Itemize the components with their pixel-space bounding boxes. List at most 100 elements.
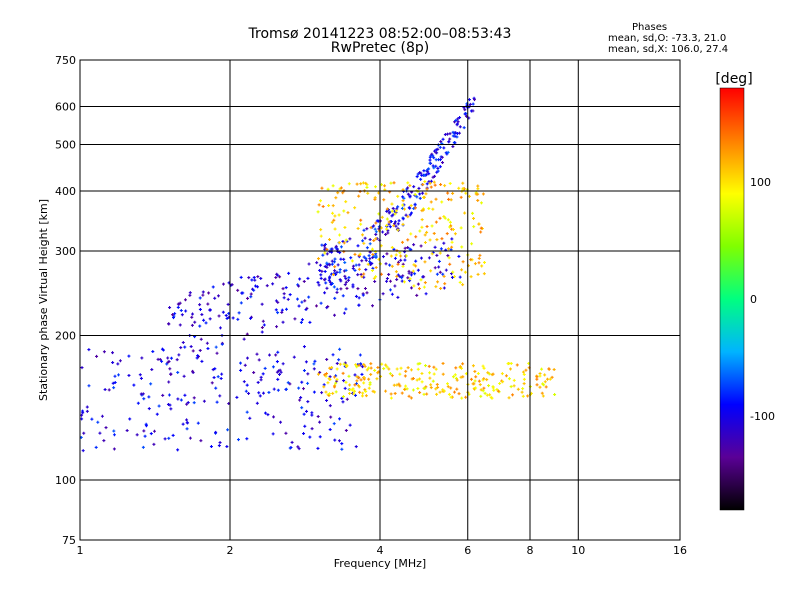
data-point bbox=[167, 393, 171, 397]
data-point bbox=[412, 207, 416, 211]
data-point bbox=[169, 372, 173, 376]
data-point bbox=[364, 181, 368, 185]
data-point bbox=[337, 213, 341, 217]
data-point bbox=[365, 368, 369, 372]
data-point bbox=[412, 243, 416, 247]
data-point bbox=[483, 391, 487, 395]
data-point bbox=[226, 302, 230, 306]
data-point bbox=[357, 267, 361, 271]
data-point bbox=[257, 358, 261, 362]
data-point bbox=[469, 258, 473, 262]
data-point bbox=[359, 362, 363, 366]
data-point bbox=[398, 372, 402, 376]
plot-frame bbox=[79, 59, 681, 541]
data-point bbox=[390, 264, 394, 268]
data-point bbox=[450, 245, 454, 249]
data-point bbox=[341, 371, 345, 375]
data-point bbox=[369, 362, 373, 366]
data-point bbox=[435, 392, 439, 396]
data-point bbox=[392, 383, 396, 387]
data-point bbox=[385, 217, 389, 221]
data-point bbox=[324, 281, 328, 285]
data-point bbox=[431, 154, 435, 158]
data-point bbox=[479, 388, 483, 392]
data-point bbox=[343, 283, 347, 287]
data-point bbox=[160, 347, 164, 351]
data-point bbox=[543, 373, 547, 377]
data-point bbox=[393, 256, 397, 260]
data-point bbox=[437, 259, 441, 263]
data-point bbox=[176, 448, 180, 452]
data-point bbox=[302, 369, 306, 373]
data-point bbox=[180, 313, 184, 317]
data-point bbox=[368, 381, 372, 385]
data-point bbox=[341, 400, 345, 404]
data-point bbox=[402, 196, 406, 200]
data-point bbox=[256, 275, 260, 279]
data-point bbox=[358, 390, 362, 394]
data-point bbox=[430, 252, 434, 256]
data-point bbox=[327, 204, 331, 208]
data-point bbox=[451, 145, 455, 149]
data-point bbox=[458, 280, 462, 284]
data-point bbox=[418, 192, 422, 196]
data-point bbox=[401, 264, 405, 268]
data-point bbox=[201, 290, 205, 294]
data-point bbox=[176, 370, 180, 374]
data-point bbox=[393, 284, 397, 288]
data-point bbox=[338, 417, 342, 421]
data-point bbox=[403, 207, 407, 211]
data-point bbox=[276, 388, 280, 392]
data-point bbox=[323, 246, 327, 250]
data-point bbox=[170, 356, 174, 360]
data-point bbox=[538, 385, 542, 389]
data-point bbox=[333, 438, 337, 442]
data-point bbox=[321, 204, 325, 208]
data-point bbox=[462, 126, 466, 130]
data-point bbox=[447, 256, 451, 260]
data-point bbox=[336, 191, 340, 195]
data-point bbox=[409, 368, 413, 372]
data-point bbox=[394, 253, 398, 257]
data-point bbox=[393, 220, 397, 224]
data-point bbox=[512, 384, 516, 388]
data-point bbox=[443, 184, 447, 188]
data-point bbox=[413, 193, 417, 197]
data-point bbox=[434, 151, 438, 155]
data-point bbox=[363, 287, 367, 291]
data-point bbox=[463, 108, 467, 112]
data-point bbox=[357, 296, 361, 300]
data-point bbox=[217, 314, 221, 318]
data-point bbox=[284, 286, 288, 290]
data-point bbox=[381, 292, 385, 296]
data-point bbox=[333, 313, 337, 317]
data-point bbox=[200, 313, 204, 317]
data-point bbox=[176, 305, 180, 309]
data-point bbox=[325, 252, 329, 256]
data-point bbox=[400, 240, 404, 244]
data-point bbox=[478, 253, 482, 257]
data-point bbox=[427, 256, 431, 260]
data-point bbox=[314, 304, 318, 308]
data-point bbox=[543, 380, 547, 384]
data-point bbox=[344, 428, 348, 432]
data-point bbox=[383, 184, 387, 188]
data-point bbox=[139, 376, 143, 380]
data-point bbox=[316, 210, 320, 214]
data-point bbox=[438, 216, 442, 220]
data-point bbox=[176, 302, 180, 306]
data-point bbox=[395, 367, 399, 371]
data-point bbox=[288, 293, 292, 297]
data-point bbox=[247, 276, 251, 280]
data-point bbox=[104, 426, 108, 430]
data-point bbox=[167, 322, 171, 326]
data-point bbox=[401, 217, 405, 221]
data-point bbox=[339, 245, 343, 249]
data-point bbox=[438, 158, 442, 162]
data-point bbox=[312, 362, 316, 366]
data-point bbox=[372, 239, 376, 243]
data-point bbox=[185, 418, 189, 422]
data-point bbox=[409, 396, 413, 400]
data-point bbox=[387, 211, 391, 215]
data-point bbox=[454, 376, 458, 380]
